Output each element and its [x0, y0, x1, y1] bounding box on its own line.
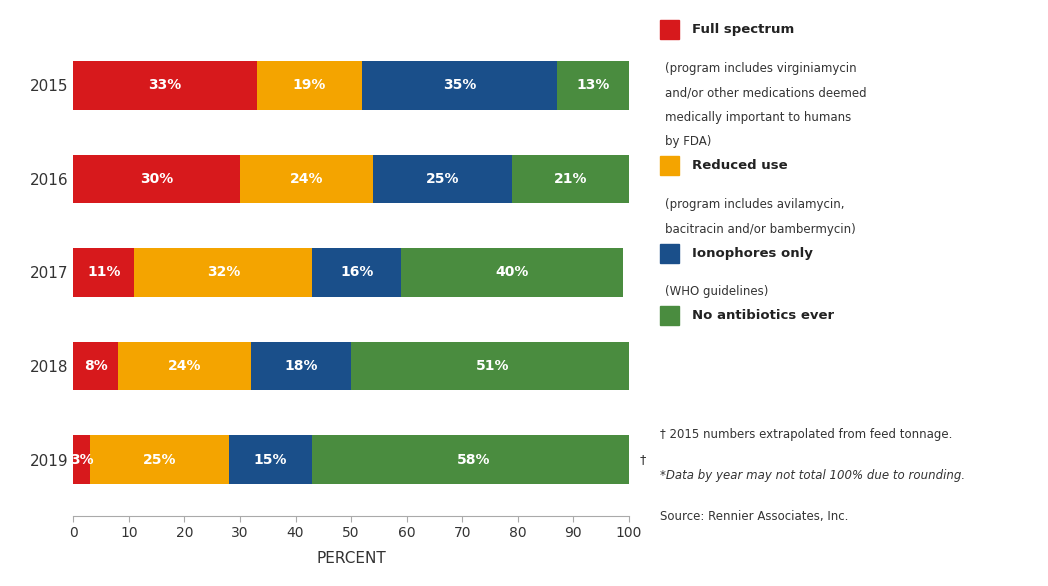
Bar	[373, 155, 512, 203]
X-axis label: PERCENT: PERCENT	[316, 551, 386, 566]
Bar	[73, 248, 134, 297]
Bar	[556, 61, 629, 110]
Bar	[73, 342, 117, 390]
Bar	[401, 248, 624, 297]
Text: *Data by year may not total 100% due to rounding.: *Data by year may not total 100% due to …	[660, 469, 965, 482]
Text: †: †	[640, 453, 647, 466]
Text: (program includes virginiamycin: (program includes virginiamycin	[665, 62, 857, 74]
Text: 11%: 11%	[87, 265, 121, 280]
Bar	[134, 248, 312, 297]
Bar	[252, 342, 351, 390]
Bar	[73, 155, 240, 203]
Text: 15%: 15%	[254, 452, 287, 466]
Text: 18%: 18%	[284, 359, 318, 373]
Text: 25%: 25%	[143, 452, 176, 466]
Text: 24%: 24%	[168, 359, 201, 373]
Text: No antibiotics ever: No antibiotics ever	[692, 309, 834, 322]
Text: 8%: 8%	[84, 359, 108, 373]
Text: 33%: 33%	[149, 79, 181, 93]
Text: and/or other medications deemed: and/or other medications deemed	[665, 86, 867, 99]
Bar	[228, 435, 312, 484]
Bar	[351, 342, 634, 390]
Text: Source: Rennier Associates, Inc.: Source: Rennier Associates, Inc.	[660, 510, 849, 523]
Text: 32%: 32%	[206, 265, 240, 280]
Text: (program includes avilamycin,: (program includes avilamycin,	[665, 198, 845, 211]
Text: 25%: 25%	[425, 172, 459, 186]
Text: Reduced use: Reduced use	[692, 159, 787, 172]
Text: 30%: 30%	[140, 172, 173, 186]
Bar	[240, 155, 373, 203]
Text: † 2015 numbers extrapolated from feed tonnage.: † 2015 numbers extrapolated from feed to…	[660, 428, 953, 441]
Text: (WHO guidelines): (WHO guidelines)	[665, 285, 769, 298]
Text: 24%: 24%	[290, 172, 324, 186]
Bar	[312, 248, 401, 297]
Text: 21%: 21%	[553, 172, 587, 186]
Text: 35%: 35%	[442, 79, 476, 93]
Bar	[512, 155, 629, 203]
Text: 19%: 19%	[292, 79, 326, 93]
Text: 16%: 16%	[340, 265, 373, 280]
Text: Full spectrum: Full spectrum	[692, 23, 794, 36]
Text: medically important to humans: medically important to humans	[665, 111, 852, 124]
Bar	[312, 435, 634, 484]
Text: 13%: 13%	[576, 79, 609, 93]
Bar	[257, 61, 363, 110]
Text: 51%: 51%	[476, 359, 509, 373]
Text: 3%: 3%	[70, 452, 93, 466]
Bar	[363, 61, 556, 110]
Text: bacitracin and/or bambermycin): bacitracin and/or bambermycin)	[665, 223, 856, 236]
Bar	[117, 342, 252, 390]
Text: 40%: 40%	[496, 265, 529, 280]
Text: by FDA): by FDA)	[665, 135, 712, 148]
Bar	[73, 61, 257, 110]
Text: Ionophores only: Ionophores only	[692, 247, 812, 260]
Bar	[90, 435, 228, 484]
Text: 58%: 58%	[457, 452, 490, 466]
Bar	[73, 435, 90, 484]
